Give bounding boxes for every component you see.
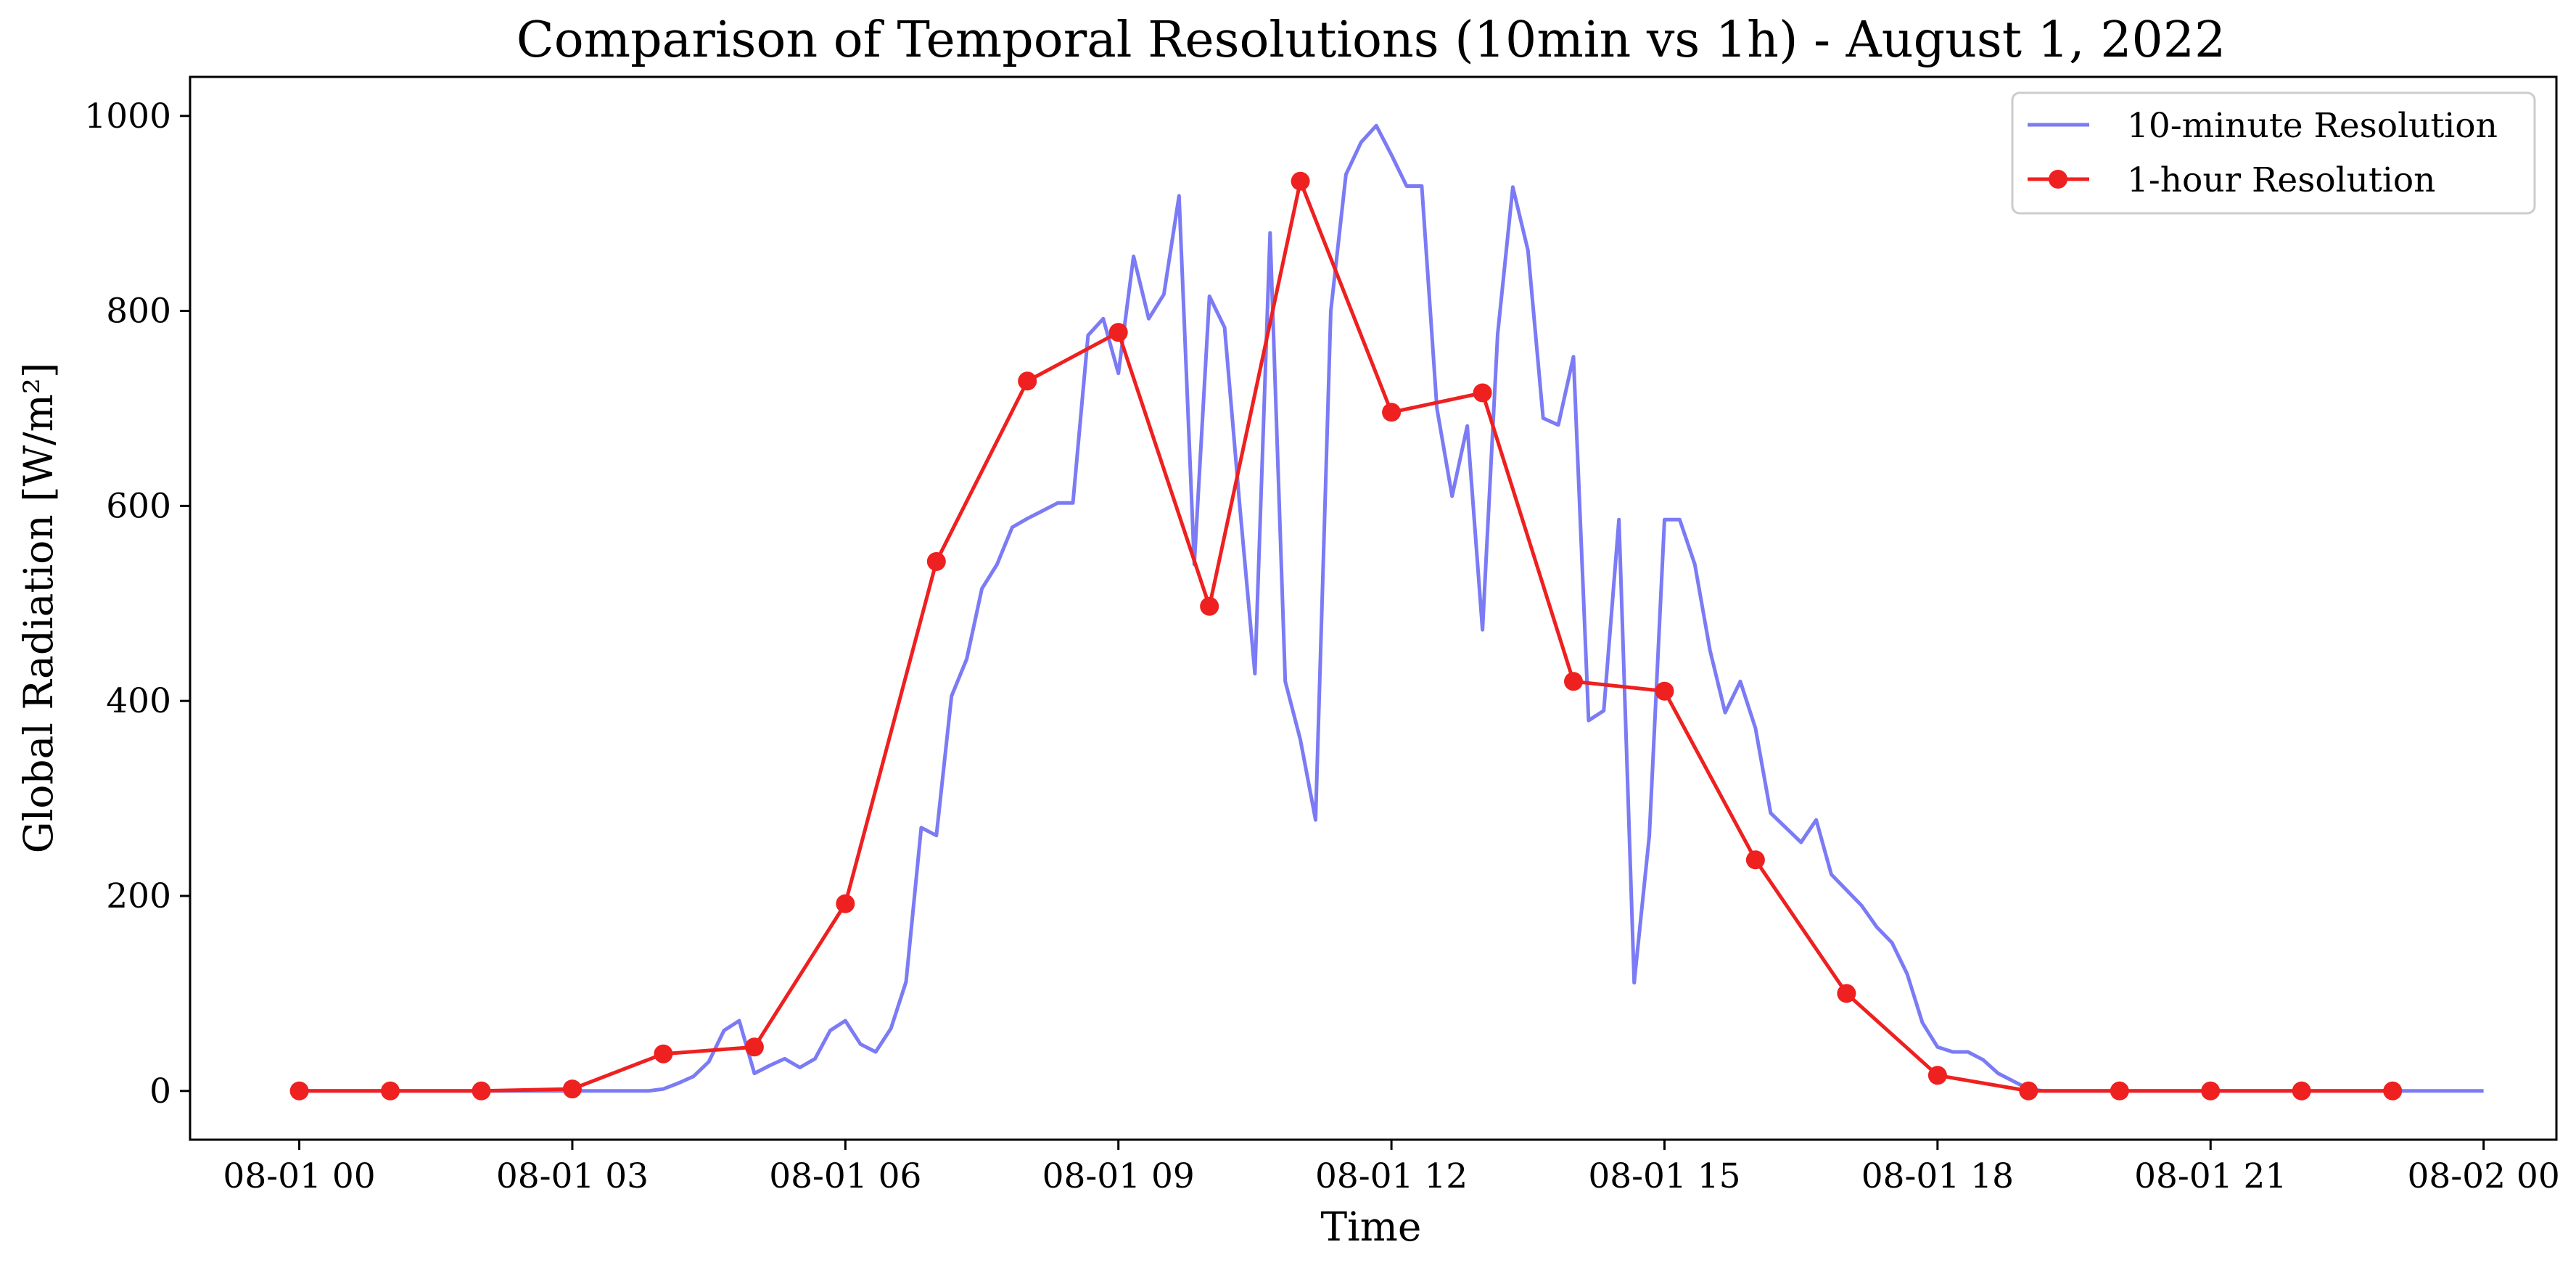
x-tick-label: 08-01 18 [1861, 1156, 2014, 1196]
x-tick-label: 08-01 21 [2134, 1156, 2287, 1196]
data-point-1h [836, 894, 855, 913]
plot-frame [189, 75, 2558, 1141]
data-point-1h [2292, 1081, 2311, 1101]
data-point-1h [2383, 1081, 2403, 1101]
y-tick-label: 400 [106, 681, 171, 721]
y-tick-label: 0 [149, 1071, 171, 1111]
data-point-1h [1837, 984, 1856, 1003]
data-point-1h [2019, 1081, 2038, 1101]
x-tick-label: 08-01 09 [1042, 1156, 1195, 1196]
data-point-1h [381, 1081, 400, 1101]
y-tick-label: 1000 [84, 96, 171, 136]
y-axis-ticks: 0 200 400 600 800 1000 [84, 96, 190, 1111]
data-point-1h [1655, 681, 1674, 701]
data-point-1h [1018, 371, 1037, 391]
legend-label-10min: 10-minute Resolution [2127, 106, 2498, 146]
x-tick-label: 08-01 03 [496, 1156, 649, 1196]
data-point-1h [2110, 1081, 2129, 1101]
y-tick-label: 800 [106, 292, 171, 332]
y-axis-label: Global Radiation [W/m²] [15, 363, 62, 854]
data-point-1h [2201, 1081, 2221, 1101]
legend-label-1h: 1-hour Resolution [2127, 160, 2435, 200]
data-point-1h [654, 1044, 673, 1064]
data-point-1h [1473, 383, 1492, 403]
plot-series [289, 123, 2484, 1101]
data-point-1h [1200, 596, 1219, 616]
y-tick-label: 200 [106, 876, 171, 916]
x-tick-label: 08-01 15 [1588, 1156, 1740, 1196]
data-point-1h [1745, 850, 1765, 870]
data-point-1h [1382, 403, 1402, 422]
x-tick-label: 08-02 00 [2408, 1156, 2560, 1196]
data-point-1h [289, 1081, 309, 1101]
x-axis-ticks: 08-01 00 08-01 03 08-01 06 08-01 09 08-01 12… [223, 1140, 2560, 1196]
series-line-1h [299, 179, 2393, 1093]
legend-box [2011, 91, 2536, 215]
data-point-1h [1564, 672, 1583, 691]
x-tick-label: 08-01 06 [769, 1156, 921, 1196]
legend: 10-minute Resolution 1-hour Resolution [2011, 91, 2536, 215]
x-axis-label: Time [1321, 1204, 1422, 1250]
data-point-1h [1108, 323, 1128, 342]
chart-title: Comparison of Temporal Resolutions (10mi… [517, 12, 2226, 69]
data-point-1h [472, 1081, 491, 1101]
data-point-1h [1927, 1066, 1947, 1085]
data-point-1h [562, 1079, 582, 1099]
x-tick-label: 08-01 12 [1315, 1156, 1468, 1196]
y-tick-label: 600 [106, 486, 171, 526]
x-tick-label: 08-01 00 [223, 1156, 375, 1196]
legend-marker-1h [2049, 170, 2067, 189]
data-point-1h [744, 1037, 764, 1057]
data-point-1h [1291, 171, 1310, 191]
data-point-1h [926, 552, 946, 571]
